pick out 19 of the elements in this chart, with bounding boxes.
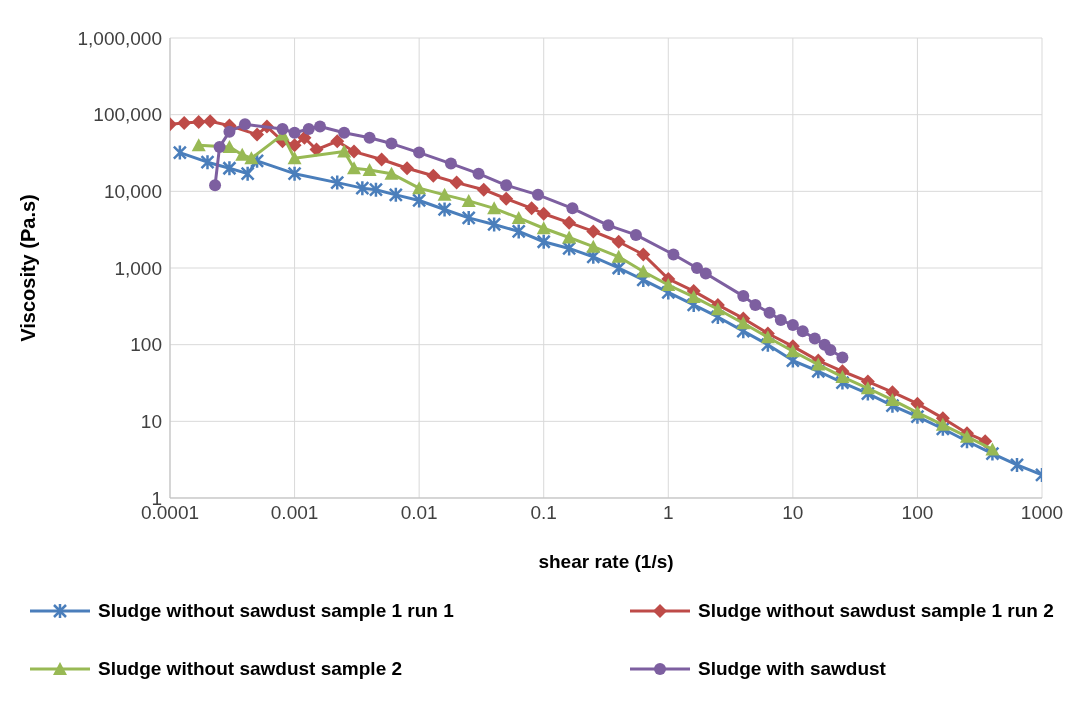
x-tick-label: 0.1 — [530, 502, 557, 524]
x-tick-label: 100 — [901, 502, 934, 524]
y-tick-label: 100 — [130, 334, 162, 356]
x-tick-label: 0.01 — [400, 502, 438, 524]
x-tick-label: 1000 — [1020, 502, 1064, 524]
x-tick-label: 1 — [663, 502, 674, 524]
y-tick-label: 1,000 — [114, 257, 162, 279]
legend-label: Sludge without sawdust sample 2 — [98, 658, 403, 680]
y-tick-label: 100,000 — [93, 104, 162, 126]
legend-label: Sludge without sawdust sample 1 run 1 — [98, 600, 454, 622]
legend-label: Sludge with sawdust — [698, 658, 886, 680]
y-tick-label: 10,000 — [103, 181, 162, 203]
y-tick-label: 10 — [140, 411, 162, 433]
x-tick-label: 0.001 — [270, 502, 319, 524]
y-axis-title: Viscosity (Pa.s) — [17, 194, 40, 342]
x-axis-title: shear rate (1/s) — [538, 551, 674, 572]
x-tick-label: 10 — [782, 502, 804, 524]
legend-label: Sludge without sawdust sample 1 run 2 — [698, 600, 1054, 622]
y-tick-label: 1,000,000 — [77, 27, 162, 49]
